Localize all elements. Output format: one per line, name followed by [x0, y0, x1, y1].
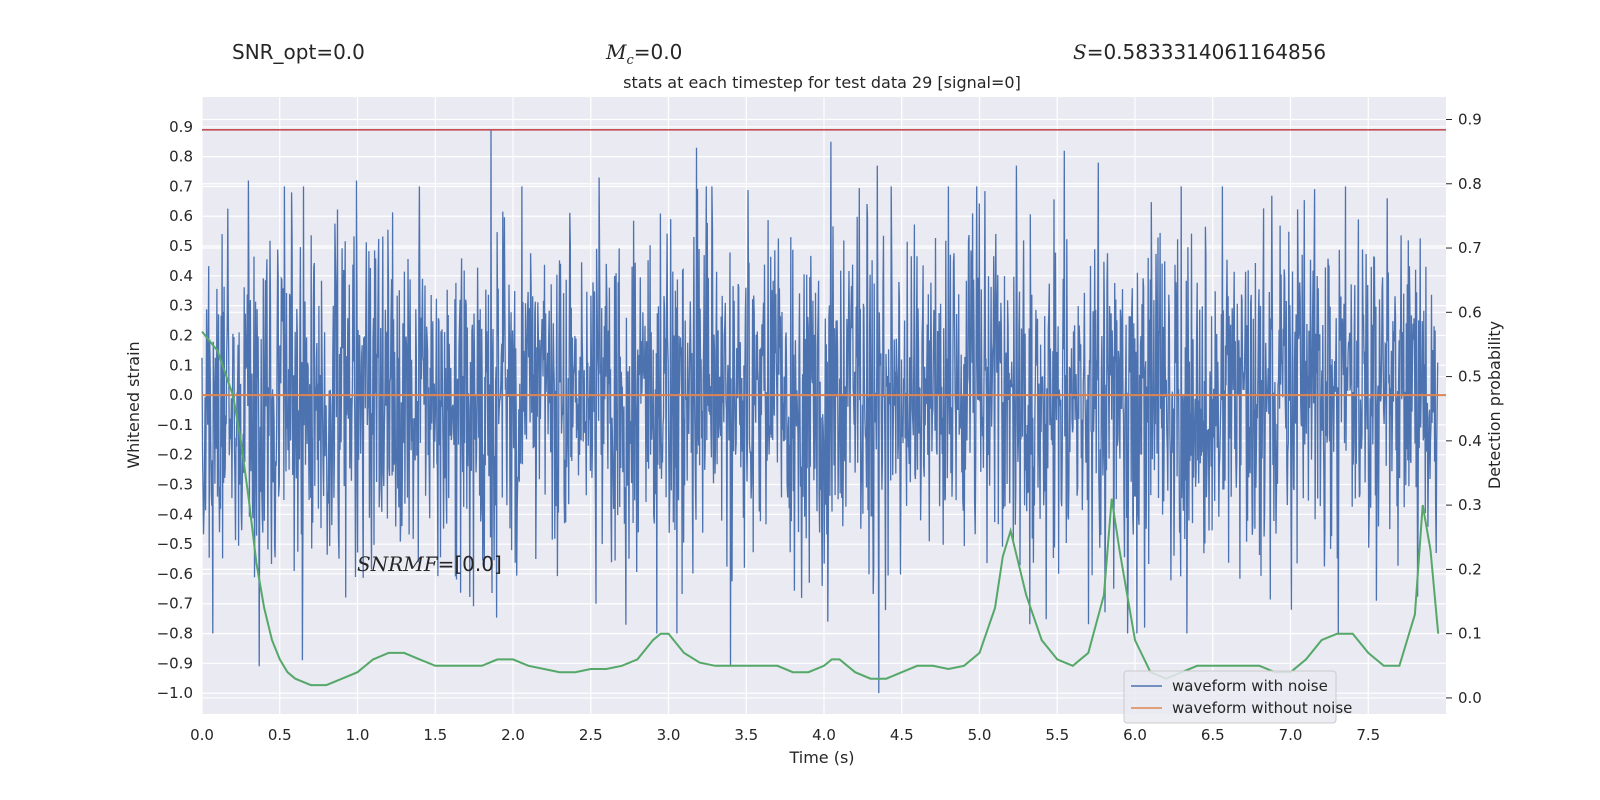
x-tick-label: 7.0: [1279, 726, 1303, 744]
y-tick-label: −1.0: [157, 684, 193, 702]
chart-title: stats at each timestep for test data 29 …: [623, 73, 1021, 92]
x-tick-label: 7.5: [1356, 726, 1380, 744]
snr-opt-label: SNR_opt=0.0: [232, 40, 365, 64]
y-tick-label: −0.4: [157, 505, 193, 523]
chirp-mass-subscript: c: [626, 53, 634, 68]
snr-mf-subscript: MF: [403, 552, 438, 576]
y-tick-label: 0.8: [169, 148, 193, 166]
snr-mf-symbol: SNR: [357, 552, 404, 576]
y-tick-label: −0.9: [157, 654, 193, 672]
y-axis-ticks: 0.9 0.8 0.7 0.6 0.5 0.4 0.3 0.2 0.1 0.0 −0.1 −0.2 −0…: [157, 118, 193, 702]
y2-tick-label: 0.2: [1458, 560, 1482, 578]
y2-tick-label: 0.5: [1458, 368, 1482, 386]
x-tick-label: 0.0: [190, 726, 214, 744]
y2-tick-label: 0.4: [1458, 432, 1482, 450]
chirp-mass-symbol: M: [606, 40, 627, 64]
waveform-with-noise-series: [201, 129, 1439, 694]
noise-trace: [201, 129, 1439, 694]
score-label: S=0.5833314061164856: [1073, 40, 1326, 64]
y-tick-label: −0.1: [157, 416, 193, 434]
y-tick-label: 0.0: [169, 386, 193, 404]
y2-tick-label: 0.0: [1458, 689, 1482, 707]
y-tick-label: 0.3: [169, 297, 193, 315]
y-tick-label: 0.5: [169, 237, 193, 255]
y-tick-label: −0.8: [157, 625, 193, 643]
y-axis-label: Whitened strain: [124, 341, 143, 468]
x-tick-label: 3.0: [657, 726, 681, 744]
snr-mf-value: =[0.0]: [437, 552, 502, 576]
x-tick-label: 2.0: [501, 726, 525, 744]
score-symbol: S: [1073, 40, 1087, 64]
chirp-mass-value: =0.0: [633, 40, 683, 64]
y2-tick-label: 0.6: [1458, 303, 1482, 321]
legend-box: [1123, 670, 1337, 724]
y-tick-label: 0.6: [169, 207, 193, 225]
y2-tick-label: 0.7: [1458, 239, 1482, 257]
y-tick-label: −0.7: [157, 595, 193, 613]
y2-axis-label: Detection probability: [1485, 321, 1504, 489]
y-tick-label: −0.2: [157, 446, 193, 464]
y-tick-label: 0.4: [169, 267, 193, 285]
y2-tick-label: 0.9: [1458, 110, 1482, 128]
x-tick-label: 5.0: [968, 726, 992, 744]
detection-probability-series: [201, 330, 1440, 687]
y2-tick-label: 0.8: [1458, 175, 1482, 193]
y2-tick-label: 0.3: [1458, 496, 1482, 514]
x-axis-ticks: 0.0 0.5 1.0 1.5 2.0 2.5 3.0 3.5 4.0 4.5 5.0 5.5 6.0 6…: [190, 726, 1380, 744]
x-tick-label: 1.0: [346, 726, 370, 744]
x-axis-label: Time (s): [788, 748, 854, 767]
legend-label-noise: waveform with noise: [1172, 677, 1328, 695]
y-tick-label: −0.5: [157, 535, 193, 553]
y-tick-label: −0.3: [157, 475, 193, 493]
score-value: =0.5833314061164856: [1086, 40, 1327, 64]
y2-axis-ticks: 0.9 0.8 0.7 0.6 0.5 0.4 0.3 0.2 0.1 0.0: [1446, 110, 1482, 707]
y-tick-label: 0.9: [169, 118, 193, 136]
snr-mf-annotation: SNRMF=[0.0]: [357, 552, 502, 576]
chirp-mass-label: Mc=0.0: [606, 40, 682, 68]
x-tick-label: 5.5: [1045, 726, 1069, 744]
x-tick-label: 0.5: [268, 726, 292, 744]
y-tick-label: −0.6: [157, 565, 193, 583]
legend: waveform with noise waveform without noi…: [1123, 670, 1352, 724]
probability-trace: [201, 330, 1440, 687]
x-tick-label: 2.5: [579, 726, 603, 744]
x-tick-label: 6.5: [1201, 726, 1225, 744]
y-tick-label: 0.7: [169, 177, 193, 195]
x-tick-label: 6.0: [1123, 726, 1147, 744]
legend-label-clean: waveform without noise: [1172, 699, 1352, 717]
x-tick-label: 4.0: [812, 726, 836, 744]
y2-tick-label: 0.1: [1458, 625, 1482, 643]
y-tick-label: 0.2: [169, 326, 193, 344]
x-tick-label: 4.5: [890, 726, 914, 744]
y-tick-label: 0.1: [169, 356, 193, 374]
x-tick-label: 3.5: [734, 726, 758, 744]
x-tick-label: 1.5: [423, 726, 447, 744]
